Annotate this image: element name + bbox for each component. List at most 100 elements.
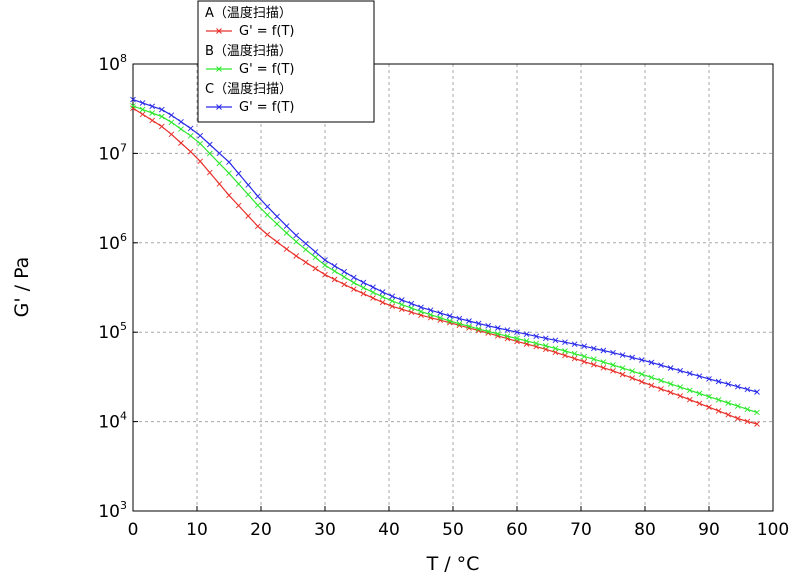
series-point — [408, 305, 415, 311]
series-point — [581, 343, 588, 350]
series-point — [677, 367, 684, 374]
series-point — [264, 203, 271, 210]
series-point — [629, 354, 636, 361]
series-point — [206, 169, 213, 176]
series-point — [322, 257, 328, 263]
series-point — [206, 150, 213, 157]
series-point — [341, 268, 348, 275]
legend-series-label: G' = f(T) — [239, 24, 294, 39]
series-point — [226, 159, 232, 165]
series-point — [629, 375, 636, 381]
series-point — [312, 265, 319, 272]
series-line — [132, 107, 758, 425]
y-tick-label: 106 — [98, 231, 127, 254]
series-point — [283, 230, 290, 236]
series-point — [158, 123, 165, 130]
series-point — [187, 125, 194, 132]
series-point — [283, 223, 290, 229]
series-point — [648, 359, 655, 366]
series-point — [504, 333, 511, 340]
series-point — [696, 400, 703, 407]
series-2 — [130, 96, 760, 395]
series-point — [264, 212, 271, 218]
series-point — [293, 253, 300, 259]
series-point — [360, 284, 367, 291]
series-point — [197, 140, 204, 147]
series-point — [456, 315, 463, 322]
series-point — [734, 403, 741, 409]
series-point — [139, 111, 146, 118]
series-point — [533, 340, 540, 347]
series-point — [379, 299, 386, 306]
series-point — [485, 328, 492, 335]
series-point — [754, 389, 760, 395]
series-point — [571, 350, 578, 357]
series-point — [619, 365, 626, 371]
series-point — [274, 213, 280, 220]
legend-group-label: B（温度扫描） — [205, 43, 292, 59]
series-point — [274, 239, 280, 245]
series-point — [446, 313, 453, 319]
series-point — [754, 421, 760, 427]
series-point — [235, 170, 242, 177]
series-point — [187, 132, 194, 139]
x-tick-label: 100 — [757, 520, 789, 540]
series-point — [418, 308, 424, 315]
series-point — [706, 393, 712, 400]
series-point — [629, 368, 636, 374]
series-point — [341, 281, 348, 288]
series-point — [562, 352, 568, 359]
series-point — [302, 246, 309, 253]
series-point — [533, 333, 540, 340]
series-point — [648, 374, 655, 381]
series-point — [638, 371, 645, 378]
series-point — [552, 345, 559, 352]
series-point — [418, 304, 424, 311]
series-point — [744, 418, 751, 425]
series-point — [667, 389, 674, 396]
x-tick-label: 30 — [314, 520, 336, 540]
series-point — [158, 113, 165, 120]
series-point — [686, 396, 693, 403]
series-point — [254, 193, 261, 200]
series-point — [206, 141, 213, 148]
x-axis-title: T / °C — [426, 553, 480, 575]
series-point — [331, 268, 338, 274]
series-point — [226, 192, 232, 199]
series-point — [216, 150, 223, 157]
series-point — [562, 339, 568, 346]
series-point — [619, 352, 626, 358]
series-point — [677, 384, 684, 390]
series-point — [168, 131, 175, 138]
y-tick-label: 107 — [98, 141, 127, 164]
series-point — [590, 361, 597, 368]
series-point — [504, 327, 511, 333]
x-tick-label: 60 — [506, 520, 528, 540]
series-point — [149, 117, 156, 124]
series-point — [379, 293, 386, 300]
series-1 — [130, 103, 760, 416]
series-point — [302, 240, 309, 247]
series-point — [571, 355, 578, 362]
series-point — [571, 341, 578, 348]
series-point — [149, 110, 156, 116]
series-point — [696, 390, 703, 397]
series-point — [648, 382, 655, 389]
series-point — [686, 387, 693, 394]
series-point — [619, 371, 626, 378]
series-point — [437, 314, 444, 321]
series-point — [293, 238, 300, 245]
series-point — [360, 290, 367, 297]
series-point — [427, 311, 434, 318]
series-point — [744, 386, 751, 393]
series-point — [456, 320, 463, 327]
series-point — [322, 271, 328, 278]
legend-marker — [216, 66, 222, 72]
series-point — [667, 365, 674, 371]
series-point — [590, 356, 597, 363]
series-point — [715, 408, 722, 414]
series-point — [581, 353, 588, 360]
series-point — [389, 303, 396, 310]
series-point — [178, 118, 184, 125]
series-point — [245, 191, 252, 198]
